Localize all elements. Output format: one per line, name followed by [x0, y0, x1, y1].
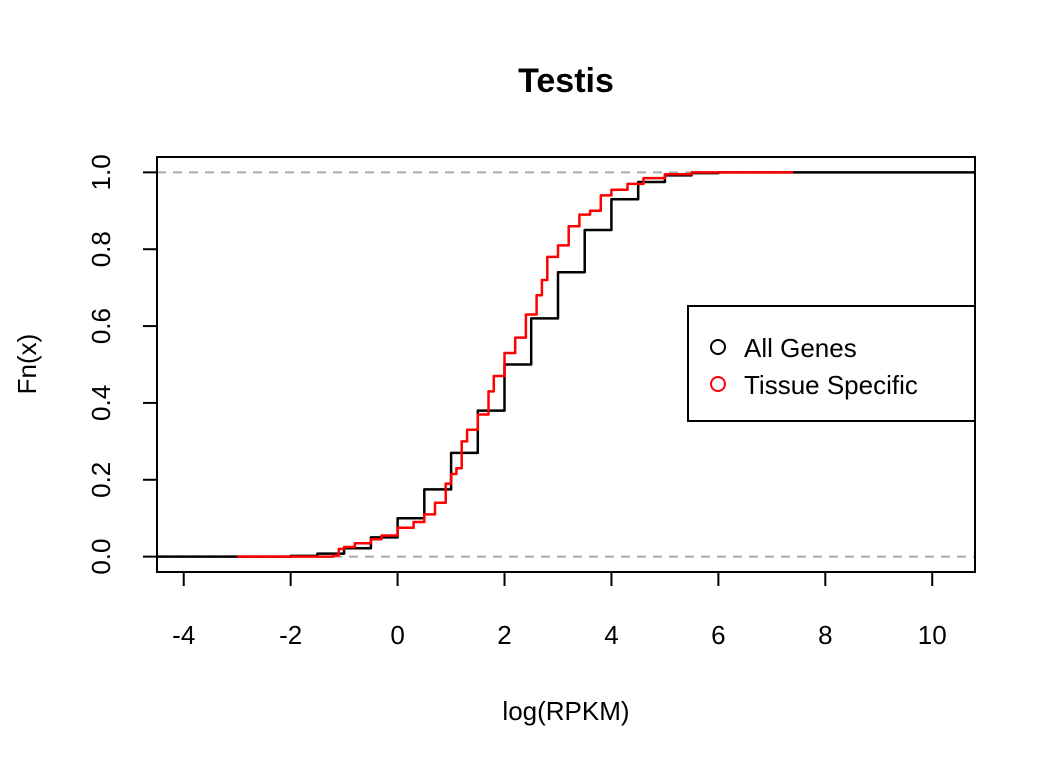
series-line-tissue-specific — [237, 171, 794, 558]
x-tick-label: 4 — [604, 620, 618, 650]
y-axis-label: Fn(x) — [12, 334, 42, 395]
legend-marker-all-genes — [710, 339, 726, 355]
x-axis-label: log(RPKM) — [502, 696, 629, 726]
x-tick-label: -4 — [172, 620, 195, 650]
legend-marker-tissue-specific — [710, 376, 726, 392]
legend-box — [687, 305, 976, 422]
y-tick-label: 1.0 — [86, 154, 116, 190]
y-tick-label: 0.0 — [86, 539, 116, 575]
chart-series — [157, 171, 975, 558]
x-axis: -4 -2 0 2 4 6 8 10 — [172, 571, 947, 650]
chart-title: Testis — [518, 62, 614, 100]
x-tick-label: 10 — [918, 620, 947, 650]
x-tick-label: 2 — [497, 620, 511, 650]
y-tick-label: 0.8 — [86, 231, 116, 267]
x-tick-label: 8 — [818, 620, 832, 650]
y-tick-label: 0.4 — [86, 385, 116, 421]
legend-label-tissue-specific: Tissue Specific — [744, 370, 918, 400]
x-tick-label: 0 — [390, 620, 404, 650]
legend-label-all-genes: All Genes — [744, 333, 857, 363]
y-tick-label: 0.6 — [86, 308, 116, 344]
y-axis: 0.0 0.2 0.4 0.6 0.8 1.0 — [86, 154, 158, 575]
x-tick-label: 6 — [711, 620, 725, 650]
x-tick-label: -2 — [279, 620, 302, 650]
y-tick-label: 0.2 — [86, 462, 116, 498]
legend: All Genes Tissue Specific — [687, 305, 976, 422]
